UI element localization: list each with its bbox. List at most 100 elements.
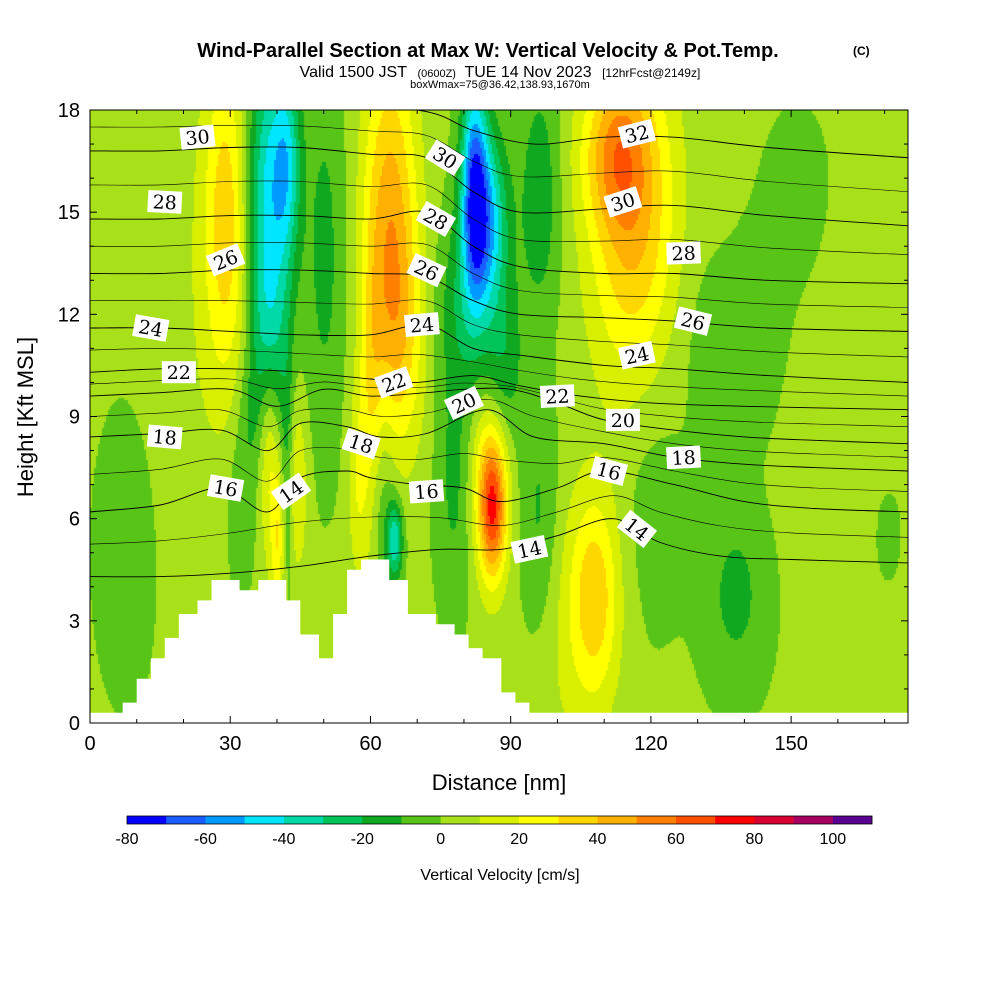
chart-title: Wind-Parallel Section at Max W: Vertical… [197, 40, 778, 62]
colorbar-tick-label: 100 [819, 831, 846, 848]
contour-label: 22 [539, 384, 575, 409]
contour-label-text: 30 [184, 126, 210, 150]
theta-contour-21 [90, 378, 908, 427]
valid-prefix: Valid 1500 JST [300, 64, 408, 81]
colorbar-tick-label: 40 [589, 831, 607, 848]
theta-contour-22 [90, 367, 908, 411]
theta-contour-19 [90, 399, 908, 458]
colorbar-swatch [244, 816, 285, 824]
theta-contour-30 [90, 146, 908, 227]
contour-label: 18 [666, 445, 702, 470]
theta-contour-23 [90, 348, 908, 397]
x-tick-label: 60 [359, 733, 381, 755]
contour-label: 24 [404, 312, 440, 338]
colorbar-tick-label: -40 [272, 831, 295, 848]
colorbar-swatch [715, 816, 755, 824]
y-tick-label: 18 [58, 100, 80, 122]
y-tick-label: 6 [69, 509, 80, 531]
contour-label-text: 28 [671, 243, 696, 266]
contour-label: 32 [617, 119, 657, 149]
y-tick-label: 0 [69, 713, 80, 735]
colorbar-frame [126, 815, 873, 825]
valid-zulu: (0600Z) [417, 68, 456, 80]
theta-contour-18 [90, 409, 908, 472]
contour-label: 16 [408, 479, 445, 505]
contour-label: 26 [205, 243, 246, 277]
terrain-mask [90, 559, 908, 723]
chart-header: Wind-Parallel Section at Max W: Vertical… [197, 40, 869, 91]
colorbar-swatch [832, 816, 873, 824]
colorbar-swatch [401, 816, 441, 824]
colorbar-swatch [127, 816, 167, 824]
copyright-mark: (C) [853, 44, 870, 58]
forecast-tag: [12hrFcst@2149z] [602, 66, 700, 80]
theta-contour-24 [90, 323, 908, 383]
contour-label-text: 14 [515, 537, 543, 564]
contour-label: 28 [666, 241, 701, 265]
valid-time-line: Valid 1500 JST (0600Z) TUE 14 Nov 2023 [… [300, 64, 701, 81]
colorbar-tick-label: 0 [436, 831, 445, 848]
colorbar-tick-label: -60 [194, 831, 217, 848]
contour-label-text: 18 [671, 447, 696, 470]
contour-label: 16 [206, 474, 245, 502]
x-tick-label: 0 [84, 733, 95, 755]
contour-label: 14 [510, 535, 549, 564]
colorbar-swatch [519, 816, 559, 824]
colorbar-swatch [558, 816, 598, 824]
x-axis-label: Distance [nm] [432, 770, 567, 795]
contour-label-text: 16 [212, 476, 240, 502]
valid-date: TUE 14 Nov 2023 [464, 64, 591, 81]
x-tick-label: 30 [219, 733, 241, 755]
y-axis: 0 3 6 9 12 15 18 [58, 100, 908, 735]
y-tick-label: 3 [69, 611, 80, 633]
colorbar-tick-label: 80 [746, 831, 764, 848]
colorbar-swatch [362, 816, 402, 824]
contour-label: 18 [341, 427, 381, 460]
theta-contour-20 [90, 387, 908, 445]
x-tick-label: 120 [634, 733, 667, 755]
colorbar: -80 -60 -40 -20 0 20 40 60 80 100 [115, 815, 873, 848]
x-tick-label: 90 [500, 733, 522, 755]
contour-label-text: 22 [545, 385, 570, 408]
colorbar-swatch [597, 816, 638, 824]
contour-label-text: 28 [152, 191, 177, 214]
contour-label: 28 [415, 200, 457, 238]
theta-contour-29 [90, 180, 908, 255]
contour-label: 24 [617, 340, 656, 370]
colorbar-swatch [283, 816, 324, 824]
theta-contour-25 [90, 299, 908, 358]
y-tick-label: 9 [69, 407, 80, 429]
colorbar-swatch [166, 816, 206, 824]
colorbar-label: Vertical Velocity [cm/s] [420, 867, 579, 884]
theta-contour-31 [90, 124, 908, 192]
colorbar-tick-label: 20 [510, 831, 528, 848]
colorbar-swatch [205, 816, 245, 824]
theta-contour-15 [90, 495, 908, 545]
contour-label: 30 [179, 124, 216, 150]
contour-label: 24 [132, 314, 170, 342]
colorbar-swatch [636, 816, 677, 824]
contour-label: 22 [161, 361, 196, 384]
contour-label-text: 24 [137, 316, 165, 342]
colorbar-swatch [793, 816, 834, 824]
colorbar-swatch [675, 816, 716, 824]
colorbar-tick-label: -20 [351, 831, 374, 848]
y-tick-label: 15 [58, 202, 80, 224]
colorbar-tick-label: -80 [115, 831, 138, 848]
colorbar-swatch [440, 816, 481, 824]
box-wmax-info: boxWmax=75@36.42,138.93,1670m [410, 79, 590, 91]
colorbar-swatch [754, 816, 794, 824]
x-tick-label: 150 [774, 733, 807, 755]
x-axis: 0 30 60 90 120 150 [84, 110, 886, 755]
contour-label: 22 [374, 366, 414, 399]
contour-label-text: 16 [414, 481, 440, 505]
contour-label-text: 18 [152, 426, 178, 450]
contour-label-text: 24 [409, 314, 435, 338]
theta-contour-32 [413, 110, 908, 159]
theta-contour-27 [90, 242, 908, 308]
contour-label-text: 22 [167, 362, 191, 384]
colorbar-swatch [479, 816, 520, 824]
